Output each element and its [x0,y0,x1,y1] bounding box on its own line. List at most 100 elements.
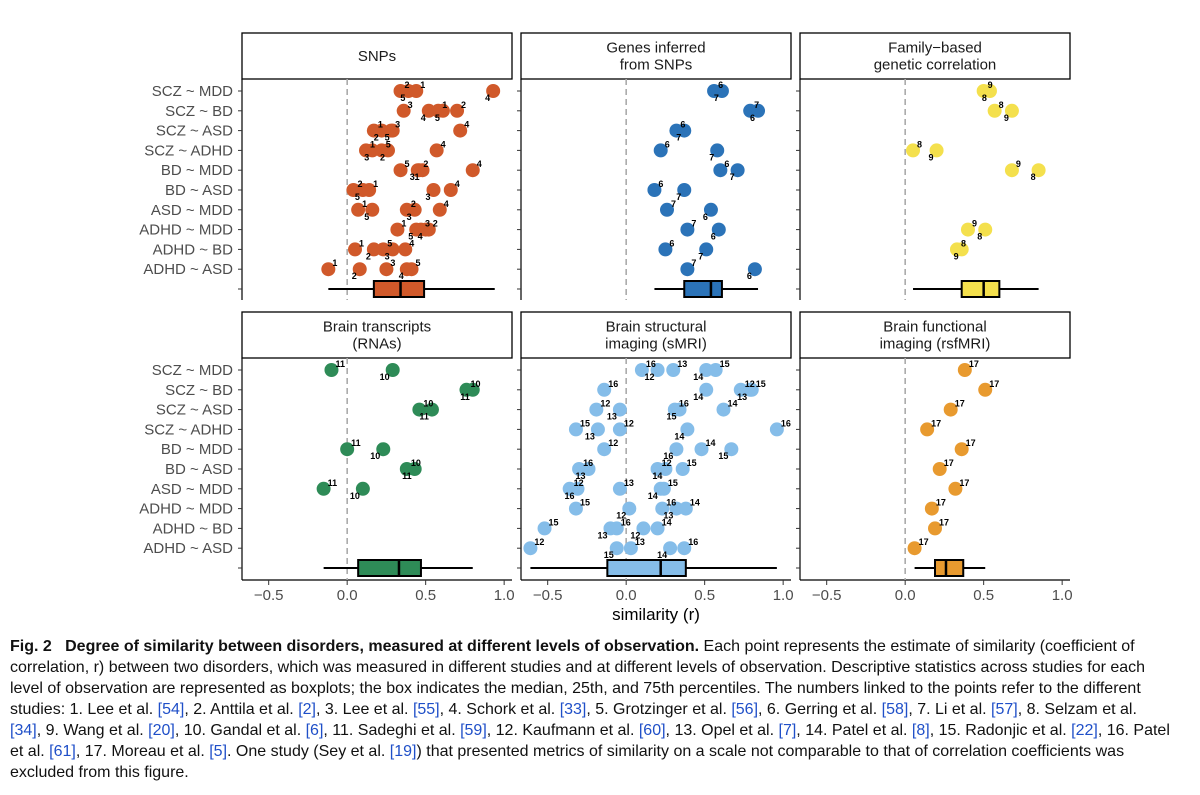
point-label: 14 [674,431,684,441]
panel-title: from SNPs [620,57,693,74]
point [943,402,958,417]
point-label: 16 [679,399,689,409]
point-label: 7 [709,152,714,162]
point [978,222,993,237]
point [678,501,693,516]
point-label: 13 [607,412,617,422]
point-label: 16 [646,359,656,369]
point-label: 16 [666,498,676,508]
point-label: 10 [423,399,433,409]
point [612,402,627,417]
point-label: 14 [690,498,700,508]
point [316,481,331,496]
point [340,442,355,457]
x-tick-label: 0.5 [415,587,436,604]
point [699,382,714,397]
box [934,559,965,577]
point [978,382,993,397]
point-label: 16 [621,517,631,527]
point-label: 9 [1004,113,1009,123]
point [453,123,468,138]
point-label: 12 [624,418,634,428]
caption-text: ) that presented metrics of similarity o… [10,743,1125,781]
point [523,541,538,556]
point-label: 6 [669,238,674,248]
caption-text: , 17. Moreau et al. [75,743,210,760]
point [398,242,413,257]
point [714,84,729,98]
point [597,382,612,397]
x-tick-label: 0.0 [337,587,358,604]
point-label: 12 [630,530,640,540]
citation: [61] [49,743,76,760]
citation: [8] [911,722,930,739]
point-label: 1 [378,120,383,130]
point [932,462,947,476]
point-label: 2 [411,199,416,209]
point [1004,163,1019,178]
point-label: 5 [400,93,405,103]
point [713,163,728,178]
citation: [19] [389,743,417,760]
point-label: 12 [534,537,544,547]
x-tick-label: −0.5 [812,587,842,604]
citation: [34] [10,722,37,739]
point [409,84,424,98]
point-label: 14 [693,392,703,402]
caption-text: , 9. Wang et al. [36,722,149,739]
panel-title: Brain transcripts [323,319,431,336]
point-label: 1 [359,238,364,248]
caption-text: , 16. Patel et al. [10,722,1170,760]
category-label: ADHD ~ MDD [139,501,233,518]
point-label: 2 [380,152,385,162]
panel-title: Brain functional [883,319,986,336]
point-label: 14 [706,438,716,448]
point-label: 7 [730,172,735,182]
point-label: 1 [442,100,447,110]
point-label: 5 [386,139,391,149]
point [658,462,673,476]
panel-title: genetic correlation [874,57,997,74]
point [390,222,405,237]
point-label: 17 [969,359,979,369]
point [730,163,745,178]
point-label: 3 [425,219,430,229]
caption-text: , 10. Gandal et al. [174,722,306,739]
category-label: SCZ ~ BD [165,382,233,399]
point-label: 4 [464,120,469,130]
category-label: ADHD ~ ASD [143,261,233,278]
point [653,143,668,158]
x-tick-label: 0.0 [895,587,916,604]
strip-box [799,32,1071,80]
citation: [59] [460,722,487,739]
point [568,501,583,516]
point-label: 7 [691,258,696,268]
point [716,402,731,417]
point-label: 11 [460,392,470,402]
point-label: 15 [580,418,590,428]
point-label: 1 [373,179,378,189]
point [747,262,762,277]
point [650,521,665,536]
point [352,262,367,277]
strip-box [241,311,513,359]
point-label: 11 [328,478,338,488]
point [362,183,377,197]
point [920,422,935,437]
point [929,143,944,158]
point [656,481,671,496]
point [708,363,723,377]
x-tick-label: 0.0 [616,587,637,604]
citation: [20] [148,722,175,739]
point-label: 15 [687,458,697,468]
point-label: 6 [718,80,723,90]
point [450,103,465,118]
citation: [58] [881,701,909,718]
point [960,222,975,237]
point-label: 17 [944,458,954,468]
point [355,481,370,496]
point-label: 12 [662,458,672,468]
citation: [7] [778,722,797,739]
point-label: 4 [477,159,482,169]
point-label: 17 [936,498,946,508]
